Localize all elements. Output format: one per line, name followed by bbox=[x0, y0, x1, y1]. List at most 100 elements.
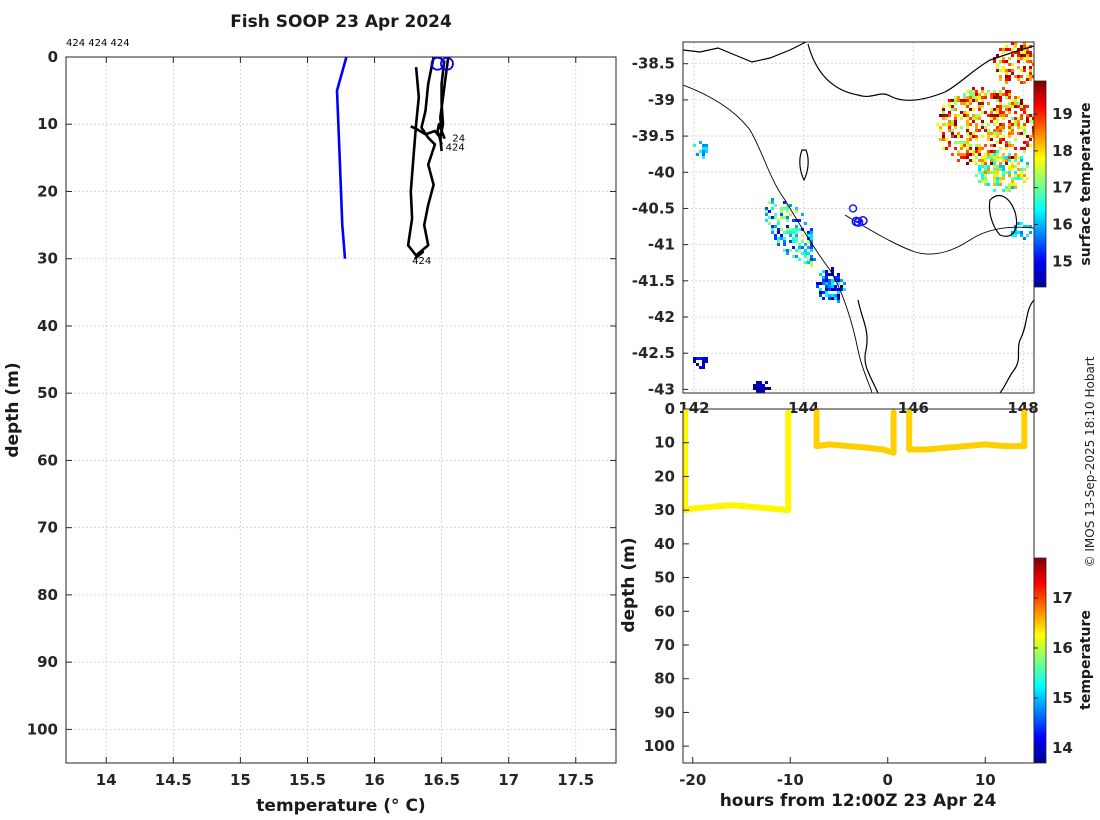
sst-pixel bbox=[1005, 90, 1008, 93]
sst-pixel bbox=[693, 144, 696, 147]
sst-pixel bbox=[1020, 102, 1023, 105]
sst-pixel bbox=[996, 180, 999, 183]
profile-series-line bbox=[335, 57, 348, 259]
sst-pixel bbox=[837, 276, 840, 279]
sst-pixel bbox=[1008, 171, 1011, 174]
sst-pixel bbox=[1017, 156, 1020, 159]
sst-pixel bbox=[987, 90, 990, 93]
sst-pixel bbox=[990, 159, 993, 162]
sst-pixel bbox=[963, 156, 966, 159]
sst-pixel bbox=[987, 153, 990, 156]
map-panel: 142 144 146 148-38.5-39-39.5-40-40.5-41-41.… bbox=[632, 41, 1094, 417]
sst-pixel bbox=[954, 99, 957, 102]
sst-pixel bbox=[828, 282, 831, 285]
sst-pixel bbox=[954, 108, 957, 111]
sst-pixel bbox=[984, 129, 987, 132]
sst-pixel bbox=[1002, 189, 1005, 192]
sst-pixel bbox=[1029, 144, 1032, 147]
sst-pixel bbox=[1020, 45, 1023, 48]
section-x-tick-label: -20 bbox=[679, 771, 706, 789]
sst-pixel bbox=[807, 252, 810, 255]
sst-pixel bbox=[969, 99, 972, 102]
sst-pixel bbox=[810, 240, 813, 243]
sst-pixel bbox=[957, 141, 960, 144]
sst-pixel bbox=[789, 228, 792, 231]
sst-pixel bbox=[996, 66, 999, 69]
sst-pixel bbox=[1002, 93, 1005, 96]
sst-pixel bbox=[975, 96, 978, 99]
sst-pixel bbox=[831, 267, 834, 270]
sst-pixel bbox=[951, 135, 954, 138]
sst-pixel bbox=[702, 153, 705, 156]
sst-pixel bbox=[996, 105, 999, 108]
sst-pixel bbox=[1017, 102, 1020, 105]
sst-pixel bbox=[1029, 114, 1032, 117]
sst-pixel bbox=[1005, 78, 1008, 81]
sst-pixel bbox=[837, 297, 840, 300]
map-lat-tick-label: -43 bbox=[648, 380, 675, 398]
sst-pixel bbox=[786, 219, 789, 222]
sst-pixel bbox=[1029, 51, 1032, 54]
sst-pixel bbox=[1023, 150, 1026, 153]
sst-pixel bbox=[1020, 99, 1023, 102]
sst-pixel bbox=[780, 237, 783, 240]
sst-pixel bbox=[804, 222, 807, 225]
sst-pixel bbox=[1002, 168, 1005, 171]
sst-pixel bbox=[966, 114, 969, 117]
sst-pixel bbox=[837, 300, 840, 303]
sst-pixel bbox=[1017, 57, 1020, 60]
sst-pixel bbox=[834, 276, 837, 279]
sst-pixel bbox=[993, 162, 996, 165]
sst-pixel bbox=[1017, 75, 1020, 78]
sst-pixel bbox=[1035, 57, 1038, 60]
sst-pixel bbox=[966, 99, 969, 102]
sst-pixel bbox=[1008, 75, 1011, 78]
sst-pixel bbox=[999, 75, 1002, 78]
sst-pixel bbox=[984, 174, 987, 177]
sst-pixel bbox=[1023, 45, 1026, 48]
sst-pixel bbox=[966, 144, 969, 147]
sst-pixel bbox=[951, 120, 954, 123]
sst-pixel bbox=[804, 261, 807, 264]
sst-pixel bbox=[693, 357, 696, 360]
map-colorbar-label: surface temperature bbox=[1078, 102, 1094, 265]
sst-pixel bbox=[1014, 105, 1017, 108]
sst-pixel bbox=[1005, 96, 1008, 99]
sst-pixel bbox=[1023, 225, 1026, 228]
sst-pixel bbox=[765, 381, 768, 384]
sst-pixel bbox=[978, 114, 981, 117]
sst-pixel bbox=[996, 96, 999, 99]
profile-series-line bbox=[438, 60, 446, 152]
sst-pixel bbox=[699, 141, 702, 144]
sst-pixel bbox=[837, 273, 840, 276]
sst-pixel bbox=[1014, 42, 1017, 45]
sst-pixel bbox=[939, 114, 942, 117]
sst-pixel bbox=[981, 171, 984, 174]
sst-pixel bbox=[954, 141, 957, 144]
sst-pixel bbox=[969, 153, 972, 156]
sst-pixel bbox=[1008, 183, 1011, 186]
sst-pixel bbox=[810, 246, 813, 249]
sst-pixel bbox=[825, 291, 828, 294]
sst-pixel bbox=[996, 93, 999, 96]
sst-pixel bbox=[1011, 162, 1014, 165]
sst-pixel bbox=[993, 189, 996, 192]
sst-pixel bbox=[771, 207, 774, 210]
sst-pixel bbox=[954, 102, 957, 105]
sst-pixel bbox=[969, 144, 972, 147]
sst-pixel bbox=[954, 114, 957, 117]
profile-annotation: 424 bbox=[446, 142, 465, 153]
sst-pixel bbox=[960, 111, 963, 114]
section-y-tick-label: 40 bbox=[654, 535, 675, 553]
sst-pixel bbox=[1026, 114, 1029, 117]
sst-pixel bbox=[1029, 138, 1032, 141]
sst-pixel bbox=[831, 294, 834, 297]
sst-pixel bbox=[981, 135, 984, 138]
sst-pixel bbox=[1008, 144, 1011, 147]
sst-pixel bbox=[999, 138, 1002, 141]
sst-pixel bbox=[969, 123, 972, 126]
sst-pixel bbox=[996, 168, 999, 171]
sst-pixel bbox=[939, 129, 942, 132]
sst-pixel bbox=[774, 237, 777, 240]
sst-pixel bbox=[954, 126, 957, 129]
